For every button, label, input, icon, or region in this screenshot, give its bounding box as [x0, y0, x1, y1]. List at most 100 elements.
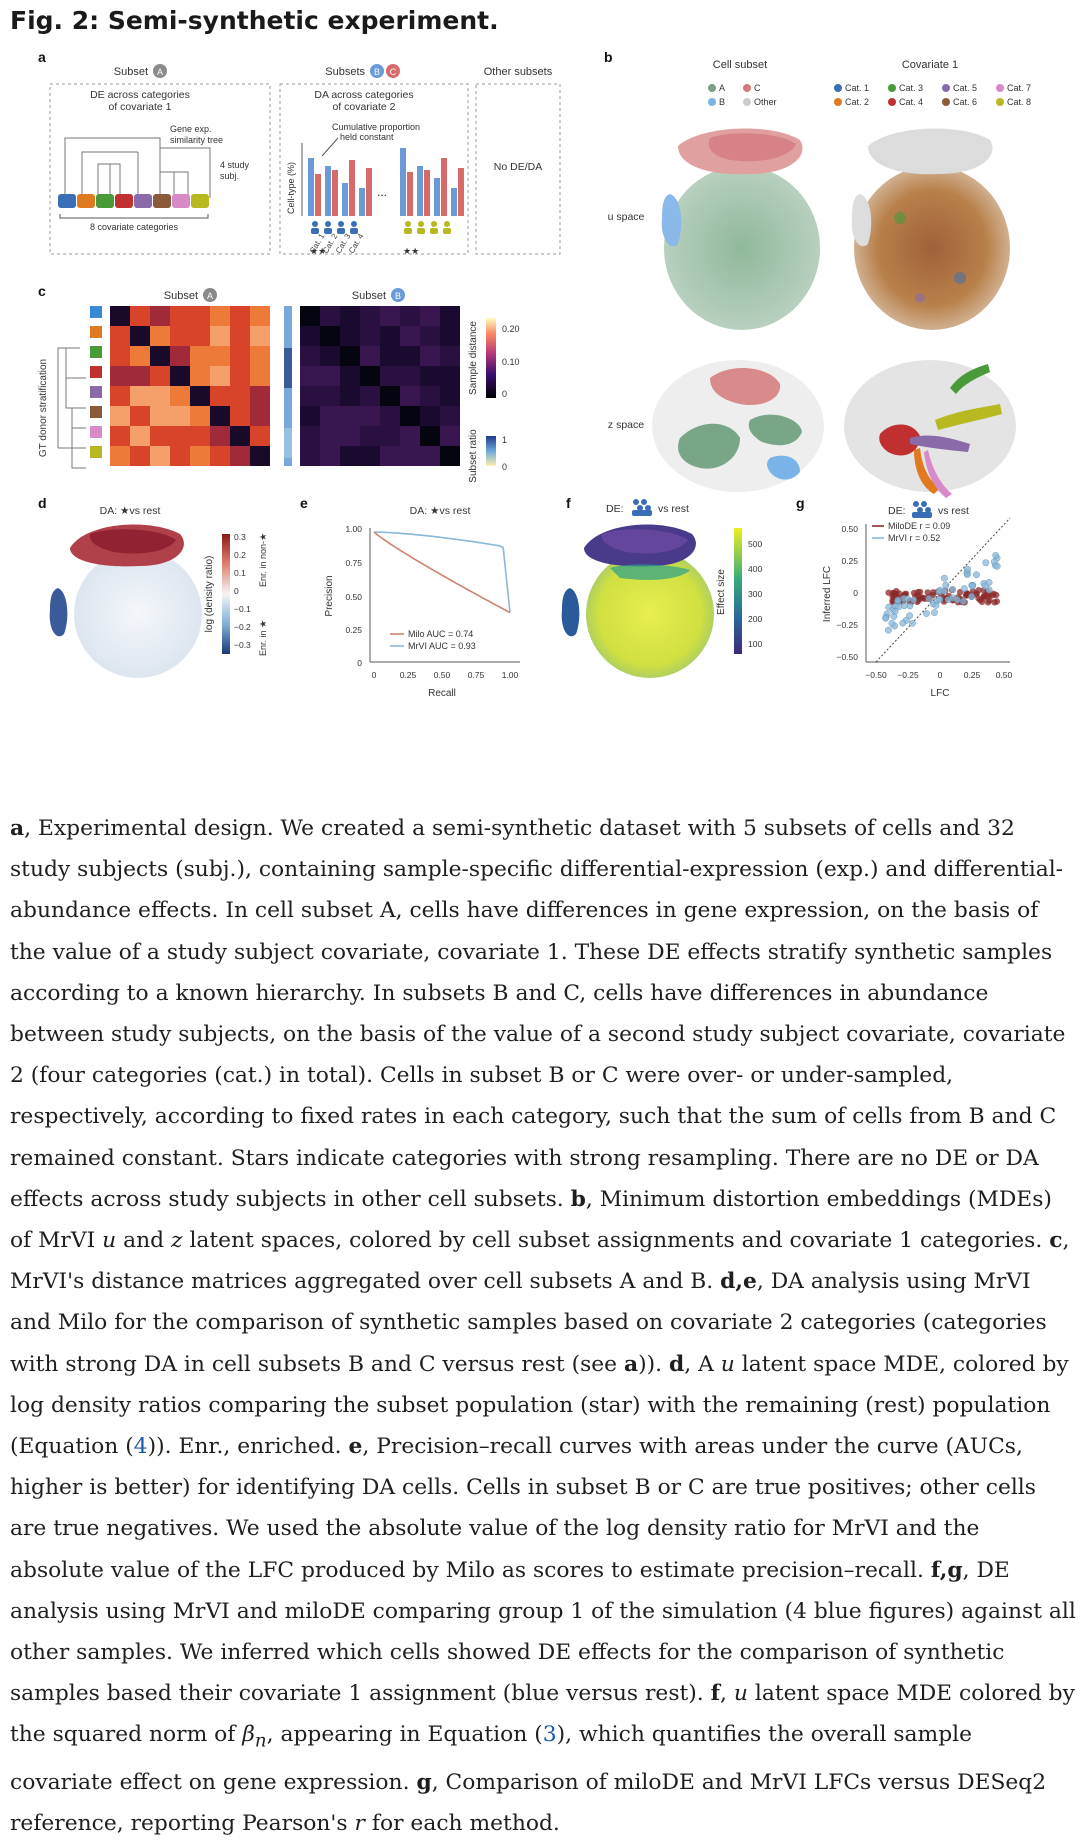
e-ytick-2: 0.50	[345, 592, 362, 602]
heatmap-b-cell	[440, 346, 460, 366]
figure-caption: a, Experimental design. We created a sem…	[10, 808, 1076, 1844]
heatmap-a-cell	[110, 426, 130, 446]
mrvi-point	[925, 595, 933, 602]
heatmap-b-cell	[420, 386, 440, 406]
e-ytick-0: 1.00	[345, 524, 362, 534]
z-space-label: z space	[608, 419, 644, 431]
heatmap-a-cell	[150, 306, 170, 326]
heatmap-a-cell	[230, 426, 250, 446]
heatmap-b-cell	[380, 386, 400, 406]
heatmap-b-cell	[340, 366, 360, 386]
heatmap-a-cell	[190, 326, 210, 346]
legend-subset-a: A	[719, 83, 725, 93]
panel-f-letter: f	[566, 495, 571, 511]
d-tick-0: 0.3	[234, 532, 246, 542]
dist-tick-1: 0.10	[502, 357, 520, 367]
legend-subset-c: C	[754, 83, 761, 93]
heatmap-b-cell	[340, 346, 360, 366]
e-xtick-2: 0.50	[434, 670, 451, 680]
mrvi-point	[891, 608, 899, 615]
heatmap-a-cell	[190, 346, 210, 366]
heatmap-b-cell	[300, 346, 320, 366]
heatmap-a-cell	[130, 326, 150, 346]
design-ellipsis: ...	[377, 185, 387, 199]
da-title-1: DA across categories	[314, 89, 413, 101]
mrvi-point	[888, 620, 896, 627]
heatmap-b-cell	[380, 346, 400, 366]
d-tick-4: −0.1	[234, 604, 251, 614]
heatmap-b-cell	[440, 446, 460, 466]
heatmap-b-cell	[320, 366, 340, 386]
f-tick-0: 500	[748, 539, 762, 549]
heatmap-b-cell	[360, 446, 380, 466]
design-people-blue	[311, 221, 358, 234]
caption-u: u	[102, 1228, 117, 1254]
caption-text-d3: )). Enr., enriched.	[147, 1434, 349, 1460]
heatmap-b-cell	[420, 346, 440, 366]
heatmap-a-cell	[210, 326, 230, 346]
mrvi-point	[910, 596, 917, 604]
u-space-label: u space	[608, 211, 645, 223]
panel-d: d DA: ★vs rest log (density ratio) 0.3 0…	[38, 495, 268, 678]
heatmap-a-cell	[210, 406, 230, 426]
heatmap-b-cell	[440, 326, 460, 346]
mrvi-point	[953, 596, 961, 604]
heatmap-b-cell	[360, 366, 380, 386]
heatmap-b-cell	[440, 366, 460, 386]
subset-b-heading: Subset	[352, 290, 386, 302]
heatmap-b-cell	[400, 426, 420, 446]
caption-text-a: , Experimental design. We created a semi…	[10, 816, 1066, 1212]
subset-a-heading: Subset	[164, 290, 198, 302]
subset-a-heading-badge: A	[207, 291, 213, 301]
g-legend-milode: MiloDE r = 0.09	[888, 521, 950, 531]
caption-u-f: u	[733, 1681, 748, 1707]
mrvi-point	[973, 571, 980, 579]
design-people-yellow	[404, 221, 451, 234]
heatmap-b-cell	[320, 426, 340, 446]
heatmap-b-cell	[360, 386, 380, 406]
equation-3-link[interactable]: 3	[542, 1722, 557, 1748]
heatmap-a-cell	[150, 406, 170, 426]
g-ytick-0: 0.50	[841, 524, 858, 534]
caption-text-de2: )).	[638, 1351, 670, 1377]
heatmap-b-cell	[380, 446, 400, 466]
caption-label-de: d,e	[720, 1269, 757, 1295]
subset-a-label: Subset	[114, 66, 148, 78]
caption-beta-sub: n	[254, 1730, 267, 1752]
heatmap-b-cell	[380, 306, 400, 326]
heatmap-b-cell	[340, 406, 360, 426]
heatmap-b-cell	[440, 426, 460, 446]
equation-4-link[interactable]: 4	[133, 1434, 148, 1460]
mrvi-point	[942, 581, 950, 589]
subset-a-badge: A	[157, 67, 163, 77]
legend-cat4: Cat. 4	[899, 97, 923, 107]
heatmap-b-cell	[360, 326, 380, 346]
heatmap-a-cell	[230, 366, 250, 386]
mrvi-point	[960, 585, 968, 592]
density-ratio-label: log (density ratio)	[204, 556, 215, 633]
panel-a: a Subset A DE across categories of covar…	[38, 49, 561, 256]
heatmap-a-cell	[150, 426, 170, 446]
caption-u-d: u	[720, 1351, 735, 1377]
milode-point	[984, 599, 992, 606]
e-xtick-0: 0	[372, 670, 377, 680]
heatmap-b-cell	[300, 446, 320, 466]
stars-left: ★★	[310, 246, 326, 256]
heatmap-a-cell	[150, 346, 170, 366]
heatmap-a-cell	[210, 446, 230, 466]
heatmap-b-cell	[440, 386, 460, 406]
legend-cat3: Cat. 3	[899, 83, 923, 93]
f-tick-1: 400	[748, 564, 762, 574]
heatmap-a-cell	[170, 326, 190, 346]
caption-text-fg: , DE analysis using MrVI and miloDE comp…	[10, 1557, 1076, 1707]
u-space-subset-embedding	[661, 128, 820, 330]
heatmap-a-cell	[250, 366, 270, 386]
heatmap-b-cell	[420, 446, 440, 466]
caption-label-a: a	[10, 816, 25, 841]
g-ytick-4: −0.50	[836, 652, 858, 662]
z-space-covariate-embedding	[844, 360, 1016, 498]
study-label-2: subj.	[220, 171, 239, 181]
e-xlabel: Recall	[428, 688, 456, 699]
milode-point	[975, 587, 982, 594]
mrvi-point	[964, 565, 971, 573]
